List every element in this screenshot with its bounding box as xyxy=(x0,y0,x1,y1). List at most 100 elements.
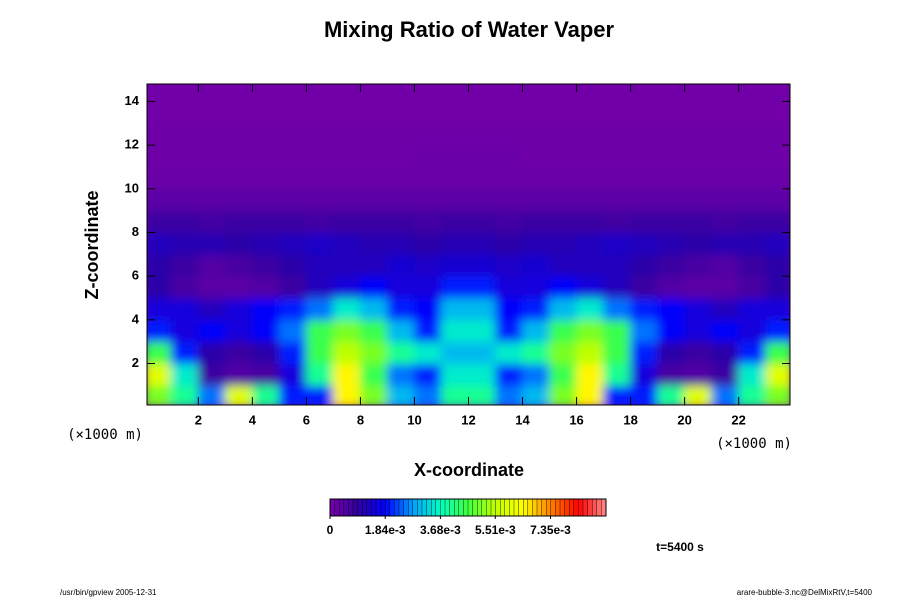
cell xyxy=(386,84,415,102)
colorbar-swatch xyxy=(523,498,529,517)
colorbar-swatch xyxy=(490,498,497,517)
colorbar-swatch xyxy=(412,498,418,517)
cell xyxy=(603,210,632,233)
cell xyxy=(684,84,713,102)
cell xyxy=(765,384,790,405)
cell xyxy=(147,384,172,405)
cell xyxy=(224,100,253,124)
cell xyxy=(197,144,226,168)
colorbar-swatch xyxy=(371,498,377,517)
cell xyxy=(468,275,497,299)
cell xyxy=(224,188,253,212)
cell xyxy=(224,231,253,255)
cell xyxy=(332,297,361,321)
cell xyxy=(413,384,442,405)
cell xyxy=(147,166,172,190)
cell xyxy=(197,231,226,255)
y-tick-label: 14 xyxy=(125,93,140,108)
cell xyxy=(711,84,740,102)
cell xyxy=(603,297,632,321)
cell xyxy=(332,319,361,343)
cell xyxy=(711,319,740,343)
cell xyxy=(495,188,524,212)
colorbar-swatch xyxy=(582,498,589,517)
cell xyxy=(576,341,605,365)
cell xyxy=(468,144,497,168)
cell xyxy=(468,384,497,405)
cell xyxy=(413,210,442,233)
cell xyxy=(522,210,551,233)
cell xyxy=(359,275,388,299)
cell xyxy=(440,319,469,343)
cell xyxy=(765,231,790,255)
cell xyxy=(711,210,740,233)
cell xyxy=(468,319,497,343)
colorbar-tick-label: 1.84e-3 xyxy=(365,523,406,537)
colorbar-swatch xyxy=(408,498,414,517)
colorbar-swatch xyxy=(477,498,483,517)
x-tick-label: 6 xyxy=(303,412,310,427)
cell xyxy=(440,100,469,124)
colorbar-swatch xyxy=(486,498,492,517)
cells xyxy=(147,84,790,405)
cell xyxy=(522,253,551,277)
cell xyxy=(147,144,172,168)
cell xyxy=(359,210,388,233)
colorbar-swatch xyxy=(339,498,345,517)
cell xyxy=(495,384,524,405)
cell xyxy=(305,166,334,190)
cell xyxy=(305,384,334,405)
cell xyxy=(630,144,659,168)
cell xyxy=(495,253,524,277)
cell xyxy=(147,297,172,321)
colorbar-swatch xyxy=(417,498,423,517)
cell xyxy=(657,297,686,321)
cell xyxy=(359,166,388,190)
cell xyxy=(684,253,713,277)
cell xyxy=(549,210,578,233)
cell xyxy=(630,84,659,102)
cell xyxy=(711,253,740,277)
colorbar-swatch xyxy=(435,498,441,517)
cell xyxy=(197,100,226,124)
cell xyxy=(468,297,497,321)
cell xyxy=(170,122,199,146)
cell xyxy=(359,122,388,146)
cell xyxy=(468,84,497,102)
colorbar-swatch xyxy=(504,498,510,517)
cell xyxy=(278,166,307,190)
cell xyxy=(147,231,172,255)
cell xyxy=(765,210,790,233)
cell xyxy=(630,210,659,233)
cell xyxy=(224,319,253,343)
cell xyxy=(359,384,388,405)
cell xyxy=(440,275,469,299)
cell xyxy=(657,84,686,102)
cell xyxy=(170,253,199,277)
cell xyxy=(305,275,334,299)
cell xyxy=(684,188,713,212)
cell xyxy=(738,341,767,365)
cell xyxy=(332,122,361,146)
cell xyxy=(603,231,632,255)
cell xyxy=(386,297,415,321)
cell xyxy=(576,100,605,124)
cell xyxy=(684,363,713,386)
cell xyxy=(657,100,686,124)
cell xyxy=(468,341,497,365)
colorbar-swatch xyxy=(426,498,432,517)
cell xyxy=(576,166,605,190)
cell xyxy=(278,363,307,386)
cell xyxy=(495,275,524,299)
cell xyxy=(603,341,632,365)
cell xyxy=(278,122,307,146)
cell xyxy=(549,231,578,255)
cell xyxy=(332,341,361,365)
cell xyxy=(278,231,307,255)
cell xyxy=(251,100,280,124)
cell xyxy=(468,166,497,190)
cell xyxy=(147,84,172,102)
cell xyxy=(738,166,767,190)
footer-right: arare-bubble-3.nc@DelMixRtV,t=5400 xyxy=(737,588,873,597)
